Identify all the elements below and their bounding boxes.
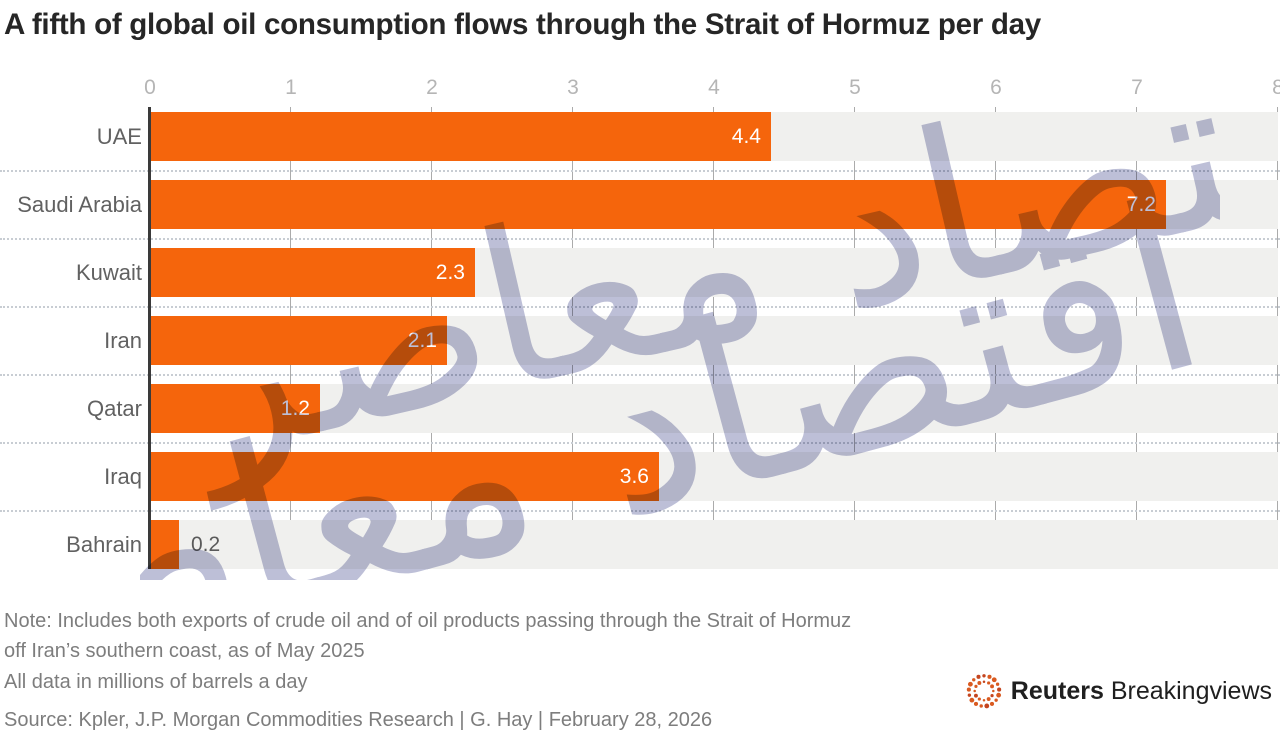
source-line: Source: Kpler, J.P. Morgan Commodities R…	[4, 709, 713, 731]
x-tick-label: 6	[990, 76, 1002, 99]
bar-qatar	[151, 384, 320, 433]
y-axis-line	[148, 107, 151, 569]
bar-uae	[151, 112, 771, 161]
chart-title: A fifth of global oil consumption flows …	[4, 8, 1041, 41]
brand-breakingviews: Breakingviews	[1110, 676, 1272, 705]
bar-value-label: 4.4	[731, 124, 761, 148]
bar-value-label: 2.3	[435, 260, 465, 284]
category-label: Qatar	[86, 395, 142, 421]
category-label: Bahrain	[66, 531, 142, 557]
category-label: UAE	[96, 123, 142, 149]
reuters-breakingviews-logo: Reuters Breakingviews	[965, 671, 1272, 711]
x-tick-label: 7	[1131, 76, 1143, 99]
x-tick-label: 3	[567, 76, 579, 99]
x-tick-label: 8	[1272, 76, 1280, 99]
bar-value-label: 3.6	[619, 464, 649, 488]
x-tick-label: 1	[285, 76, 297, 99]
bar-value-label: 7.2	[1126, 192, 1156, 216]
brand-wordmark: Reuters Breakingviews	[1011, 677, 1272, 706]
row-band	[150, 520, 1278, 569]
bar-bahrain	[151, 520, 179, 569]
bar-saudi-arabia	[151, 180, 1166, 229]
bar-kuwait	[151, 248, 475, 297]
note-line-1: Note: Includes both exports of crude oil…	[4, 610, 852, 632]
bar-value-label: 2.1	[407, 328, 437, 352]
row-separator	[0, 374, 1280, 376]
row-separator	[0, 306, 1280, 308]
note-line-2: off Iran’s southern coast, as of May 202…	[4, 640, 365, 662]
bar-value-label: 0.2	[191, 532, 221, 556]
x-tick-label: 2	[426, 76, 438, 99]
category-label: Saudi Arabia	[17, 191, 142, 217]
row-separator	[0, 442, 1280, 444]
x-tick-label: 4	[708, 76, 720, 99]
row-separator	[0, 170, 1280, 172]
category-label: Iran	[104, 327, 142, 353]
row-separator	[0, 238, 1280, 240]
row-separator	[0, 510, 1280, 512]
bar-iraq	[151, 452, 659, 501]
row-band	[150, 384, 1278, 433]
x-tick-label: 0	[144, 76, 156, 99]
bar-value-label: 1.2	[280, 396, 310, 420]
category-label: Kuwait	[75, 259, 142, 285]
reuters-dotted-circle-icon	[966, 674, 1001, 709]
data-unit-note: All data in millions of barrels a day	[4, 671, 308, 693]
category-label: Iraq	[104, 463, 142, 489]
x-tick-label: 5	[849, 76, 861, 99]
bar-iran	[151, 316, 447, 365]
brand-reuters: Reuters	[1010, 676, 1104, 705]
